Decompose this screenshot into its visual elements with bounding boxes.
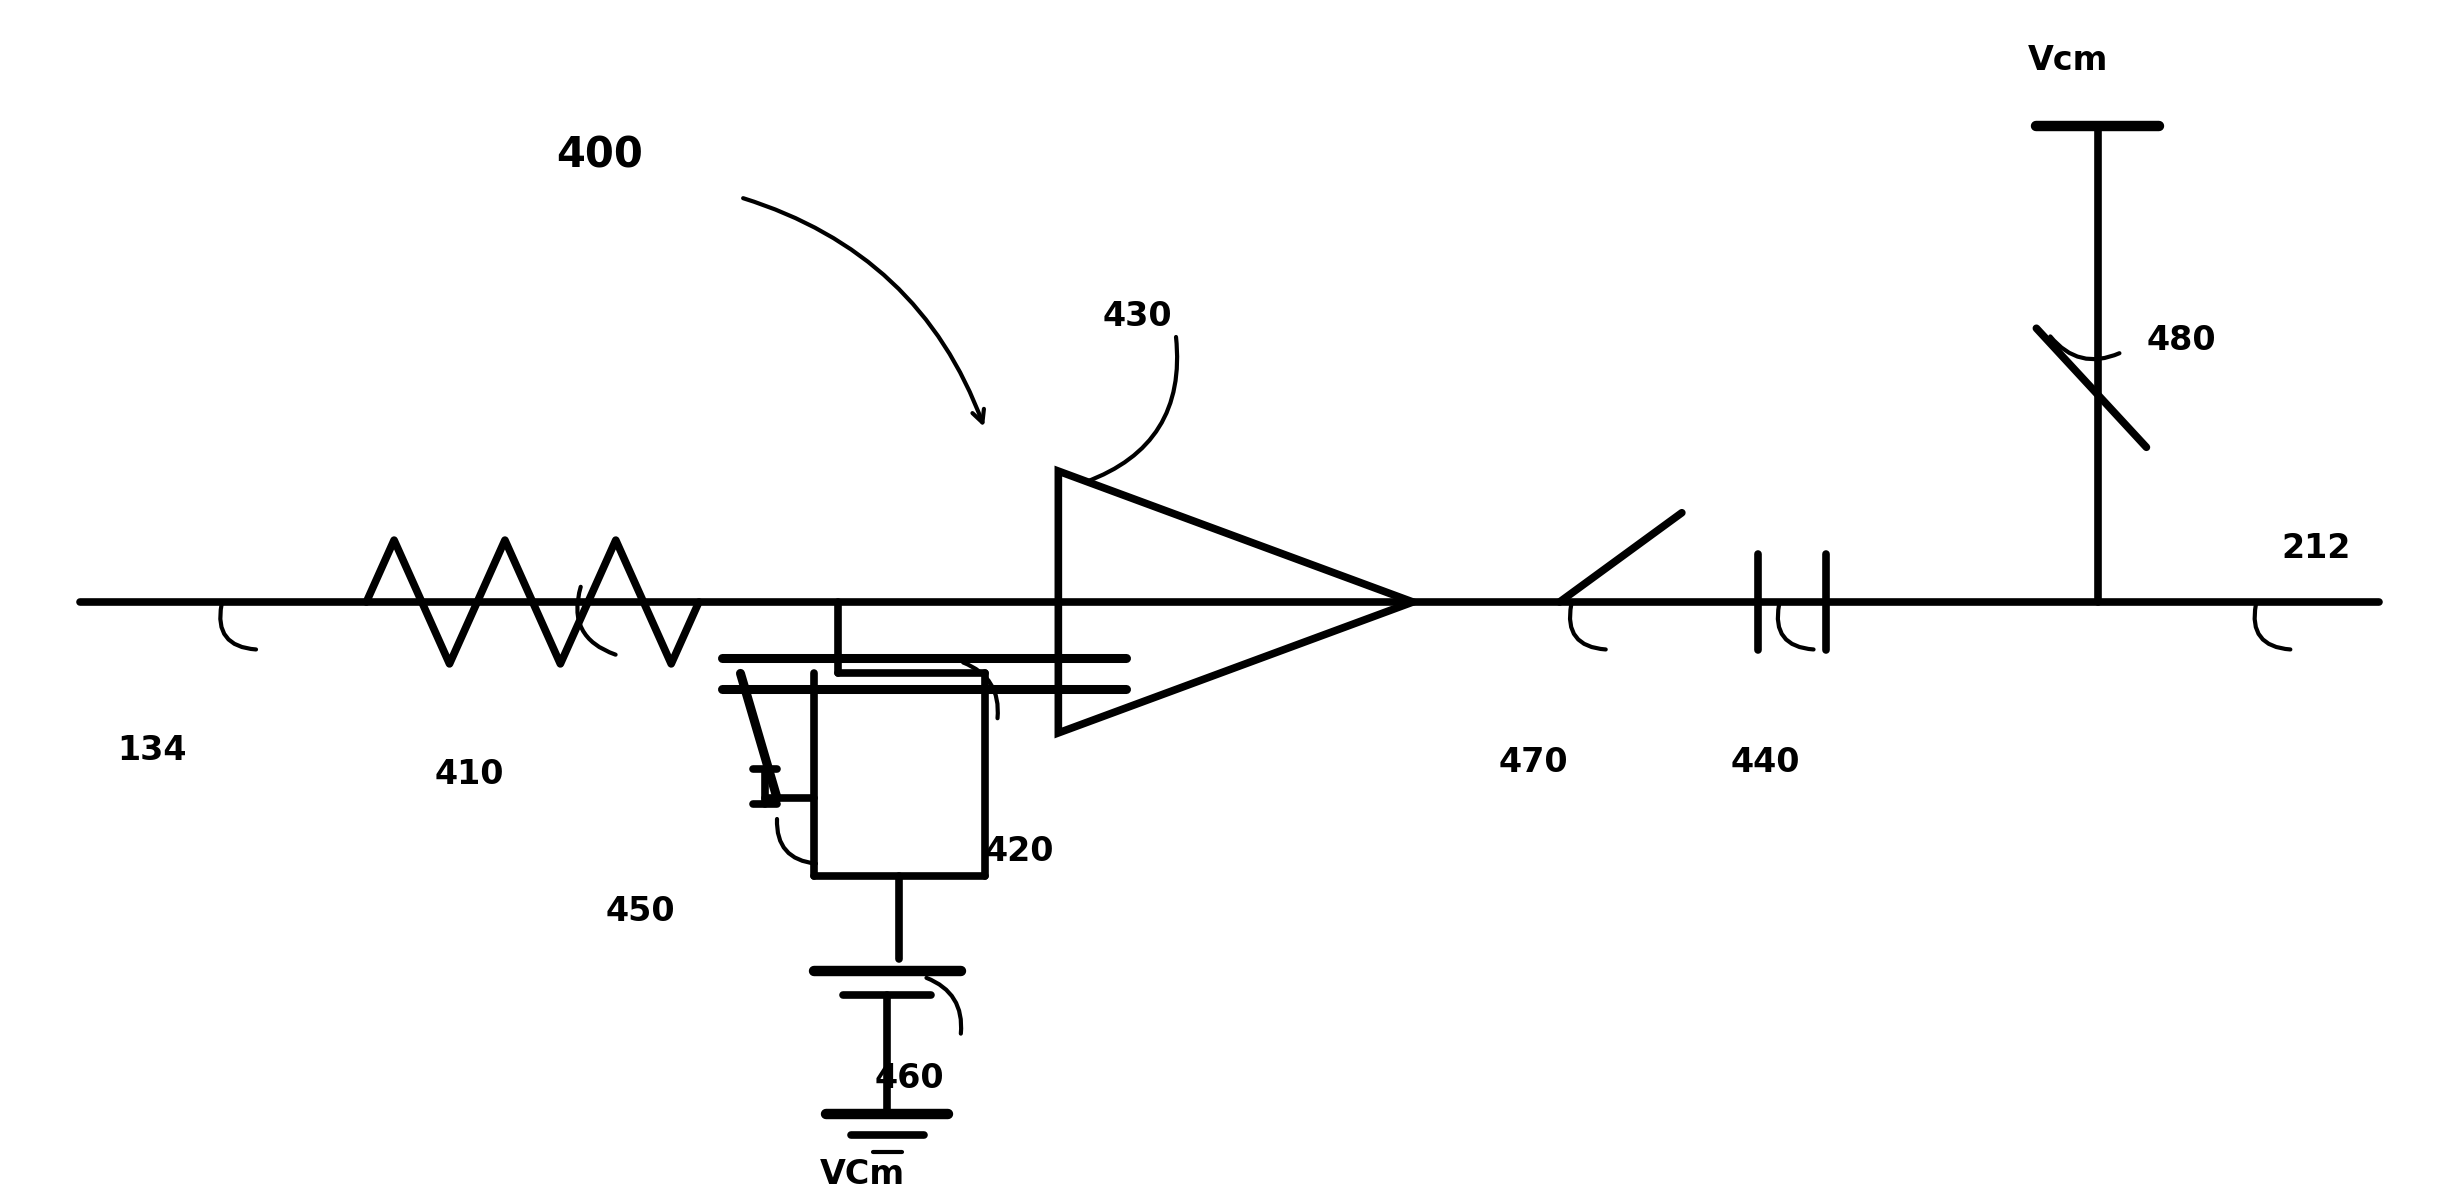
Text: 134: 134 <box>118 734 187 767</box>
Text: 400: 400 <box>556 135 642 177</box>
Text: 460: 460 <box>875 1062 944 1094</box>
Text: Vcm: Vcm <box>2029 45 2107 77</box>
Text: 440: 440 <box>1731 746 1800 779</box>
Text: 430: 430 <box>1102 300 1173 332</box>
Text: 480: 480 <box>2147 324 2216 356</box>
Text: 410: 410 <box>435 759 504 791</box>
Text: 470: 470 <box>1498 746 1569 779</box>
Text: VCm: VCm <box>821 1158 905 1191</box>
Text: 420: 420 <box>986 836 1055 868</box>
Text: 450: 450 <box>605 895 676 928</box>
Text: 212: 212 <box>2282 532 2351 565</box>
